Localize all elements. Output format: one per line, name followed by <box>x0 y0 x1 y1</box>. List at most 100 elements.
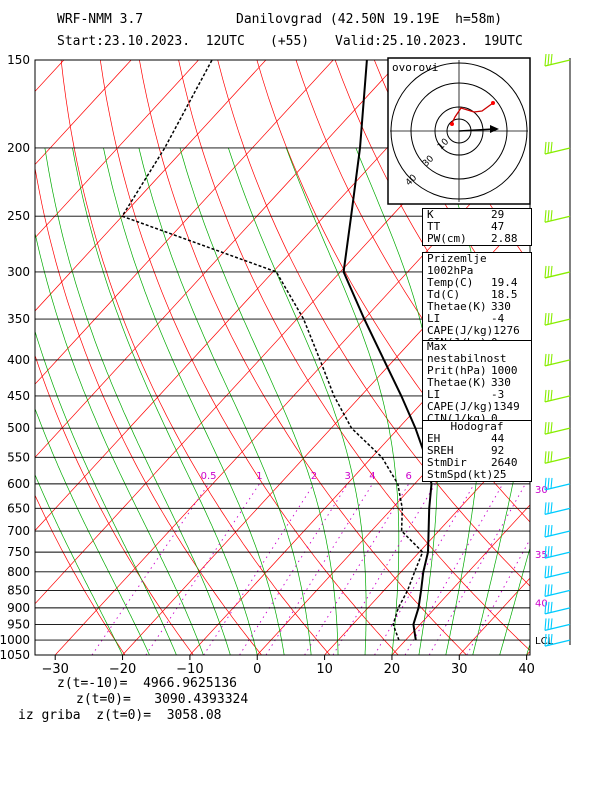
wind-barb-feather <box>544 313 547 326</box>
hodo-label: EH <box>427 432 441 445</box>
isotherm-line <box>122 211 530 655</box>
pressure-tick-label: 650 <box>7 501 30 515</box>
moist-adiabat-line <box>103 147 285 655</box>
wind-barb-feather <box>547 53 550 66</box>
storm-motion-vector <box>458 128 495 132</box>
wind-barb-feather <box>544 451 547 464</box>
pressure-tick-label: 1050 <box>0 648 30 662</box>
wind-barb-feather <box>547 313 550 325</box>
wind-barb-feather <box>550 451 553 462</box>
surface-label: LI <box>427 312 441 325</box>
wind-barb-feather <box>550 502 553 514</box>
wind-barb <box>544 551 571 559</box>
moist-adiabat-line <box>499 546 530 655</box>
wind-barb-feather <box>547 618 550 630</box>
wind-barb-feather <box>547 546 550 558</box>
hodograph-stats-box: Hodograf EH 44 SREH 92 StmDir 2640 StmSpd(kt) 2… <box>422 420 532 482</box>
moist-adiabat-line <box>35 231 204 655</box>
storm-motion-arrowhead <box>490 125 499 133</box>
pressure-tick-label: 600 <box>7 477 30 491</box>
isotherm-line <box>324 431 530 655</box>
wind-barb-feather <box>550 353 553 365</box>
wind-barb-feather <box>550 210 553 221</box>
wind-barb-feather <box>544 565 547 578</box>
maxinst-value: 0 <box>491 412 498 425</box>
wind-barb-feather <box>550 265 553 277</box>
temperature-tick-label: −30 <box>41 662 68 677</box>
wind-barb-feather <box>544 53 547 67</box>
wind-barb-feather <box>547 634 550 646</box>
temperature-tick-label: 0 <box>253 662 261 677</box>
wind-barb-feather <box>550 524 553 536</box>
temperature-tick-label: −20 <box>109 662 136 677</box>
wind-barb <box>544 607 571 615</box>
temperature-tick-label: 20 <box>384 662 401 677</box>
wind-barb <box>544 59 571 67</box>
hodo-box-title: Hodograf <box>450 420 504 433</box>
wind-barb-feather <box>550 422 553 433</box>
pressure-tick-label: 500 <box>7 421 30 435</box>
maxinst-value: -3 <box>491 388 505 401</box>
hodograph-title: ovorovi <box>392 61 438 74</box>
index-row: PW(cm) 2.88 <box>423 233 531 245</box>
moist-adiabat-line <box>44 147 231 655</box>
index-label: TT <box>427 220 441 233</box>
surface-value: 1276 <box>493 324 520 337</box>
temperature-tick-label: −10 <box>176 662 203 677</box>
wind-barb-feather <box>550 477 553 489</box>
wind-barb <box>544 530 571 538</box>
wind-barb-feather <box>544 584 547 597</box>
wind-barb-feather <box>544 634 547 647</box>
moist-adiabat-line <box>35 330 177 655</box>
wind-barb <box>544 427 571 435</box>
maxinst-value: 1349 <box>493 400 520 413</box>
wind-barb <box>544 571 571 579</box>
moist-adiabat-line <box>355 147 438 655</box>
max-instability-box: Max nestabilnost Prit(hPa) 1000 Thetae(K) 3… <box>422 340 532 426</box>
model-title: WRF-NMM 3.7 <box>57 12 144 27</box>
hodo-row: EH 44 <box>423 433 531 445</box>
wind-barb <box>544 147 571 155</box>
temperature-tick-label: 30 <box>451 662 468 677</box>
surface-label: Td(C) <box>427 288 461 301</box>
pressure-tick-label: 400 <box>7 353 30 367</box>
wind-barb-feather <box>544 477 547 490</box>
hodo-row: StmSpd(kt) 25 <box>423 469 531 481</box>
maxinst-row: CAPE(J/kg) 1349 <box>423 401 531 413</box>
moist-adiabat-line <box>138 147 312 655</box>
wind-barb-feather <box>544 524 547 538</box>
mixing-ratio-label: 6 <box>406 471 412 482</box>
wind-barb-feather <box>547 422 550 434</box>
axis-labels: 0.51234681502002503003504004505005506006… <box>0 53 554 677</box>
mixing-ratio-line <box>332 483 436 655</box>
wind-barb-feather <box>550 584 553 596</box>
wind-barbs <box>544 53 571 647</box>
isotherm-line <box>35 60 132 166</box>
wind-barb-feather <box>544 141 547 155</box>
hodo-row: StmDir 2640 <box>423 457 531 469</box>
dry-adiabat-line <box>35 165 262 655</box>
pressure-tick-label: 850 <box>7 583 30 597</box>
isotherm-line <box>35 60 401 458</box>
wind-barb-feather <box>550 313 553 324</box>
surface-label: Thetae(K) <box>427 300 487 313</box>
hodo-label: StmDir <box>427 456 467 469</box>
surface-row: LI -4 <box>423 313 531 325</box>
mixing-ratio-line <box>265 483 373 655</box>
theta-e-label: 35 <box>535 550 548 561</box>
pressure-tick-label: 1000 <box>0 633 30 647</box>
wind-barb-feather <box>547 502 550 514</box>
isotherm-line <box>35 60 199 239</box>
wind-barb-feather <box>544 422 547 435</box>
maxinst-label: Thetae(K) <box>427 376 487 389</box>
forecast-offset: (+55) <box>270 34 310 49</box>
isotherm-line <box>391 504 530 655</box>
dewpoint-line <box>121 60 424 641</box>
maxinst-value: 1000 <box>491 364 518 377</box>
index-label: K <box>427 208 434 221</box>
run-start: Start:23.10.2023. 12UTC <box>57 34 245 49</box>
lcl-label: LCL <box>535 636 554 647</box>
moist-adiabat-line <box>72 147 258 655</box>
pressure-tick-label: 550 <box>7 450 30 464</box>
isotherm-line <box>35 60 267 312</box>
